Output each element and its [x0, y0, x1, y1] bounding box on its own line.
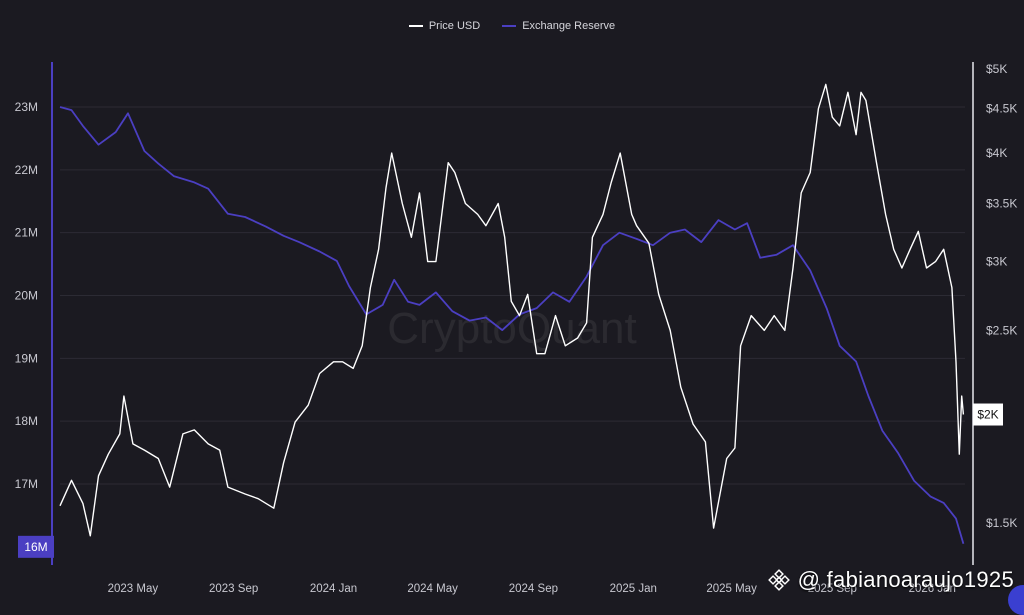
right-axis-tick-label: $5K	[986, 62, 1007, 76]
x-axis-tick-label: 2024 May	[407, 583, 458, 595]
right-axis-tick-label: $3.5K	[986, 196, 1017, 210]
x-axis-tick-label: 2023 Sep	[209, 583, 258, 595]
watermark: CryptoQuant	[387, 304, 636, 353]
right-current-badge-label: $2K	[977, 408, 998, 422]
left-current-badge	[18, 535, 54, 558]
left-current-badge-label: 16M	[24, 540, 47, 554]
legend-item-reserve[interactable]: Exchange Reserve	[502, 20, 615, 32]
right-axis: $5K $4.5K $4K $3.5K $3K $2.5K $1.5K	[972, 62, 1017, 565]
series-line-price-usd	[59, 83, 965, 537]
x-axis-tick-label: 2023 May	[108, 583, 159, 595]
left-axis-tick-label: 20M	[15, 289, 38, 303]
right-axis-tick-label: $3K	[986, 255, 1007, 269]
grid-lines	[60, 106, 965, 485]
current-value-badges: 16M $2K	[18, 403, 1003, 558]
chart-canvas: CryptoQuant 23M 22M 21M 20M 19M 18M 17M $5K $4.…	[15, 62, 1017, 595]
left-axis-tick-label: 18M	[15, 414, 38, 428]
left-axis: 23M 22M 21M 20M 19M 18M 17M	[15, 62, 53, 565]
right-axis-tick-label: $4K	[986, 146, 1007, 160]
author-handle: @ fabianoaraujo1925	[797, 567, 1014, 592]
watermark-brand: CryptoQuant	[387, 304, 636, 353]
series-lines	[59, 83, 965, 544]
x-axis-tick-label: 2025 Jan	[610, 583, 657, 595]
left-axis-tick-label: 17M	[15, 477, 38, 491]
legend-item-price[interactable]: Price USD	[408, 20, 481, 32]
x-axis-tick-label: 2026 Jan	[909, 583, 956, 595]
binance-logo-icon	[767, 569, 790, 591]
chart-legend: Price USD Exchange Reserve	[0, 20, 1024, 32]
left-axis-tick-label: 19M	[15, 351, 38, 365]
legend-swatch-price	[408, 25, 423, 27]
x-axis-tick-label: 2025 Sep	[808, 583, 857, 595]
author-watermark: @ fabianoaraujo1925	[767, 567, 1014, 593]
legend-label-price: Price USD	[428, 20, 481, 32]
left-axis-tick-label: 23M	[15, 100, 38, 114]
right-axis-tick-label: $1.5K	[986, 516, 1017, 530]
x-axis: 2023 May 2023 Sep 2024 Jan 2024 May 2024 Sep…	[108, 583, 956, 595]
legend-swatch-reserve	[502, 25, 517, 27]
legend-label-reserve: Exchange Reserve	[522, 20, 616, 32]
left-axis-tick-label: 22M	[15, 163, 38, 177]
x-axis-tick-label: 2025 May	[706, 583, 757, 595]
right-current-badge	[973, 403, 1003, 426]
left-axis-tick-label: 21M	[15, 226, 38, 240]
x-axis-tick-label: 2024 Jan	[310, 583, 357, 595]
right-axis-tick-label: $4.5K	[986, 102, 1017, 116]
right-axis-tick-label: $2.5K	[986, 323, 1017, 337]
x-axis-tick-label: 2024 Sep	[509, 583, 558, 595]
